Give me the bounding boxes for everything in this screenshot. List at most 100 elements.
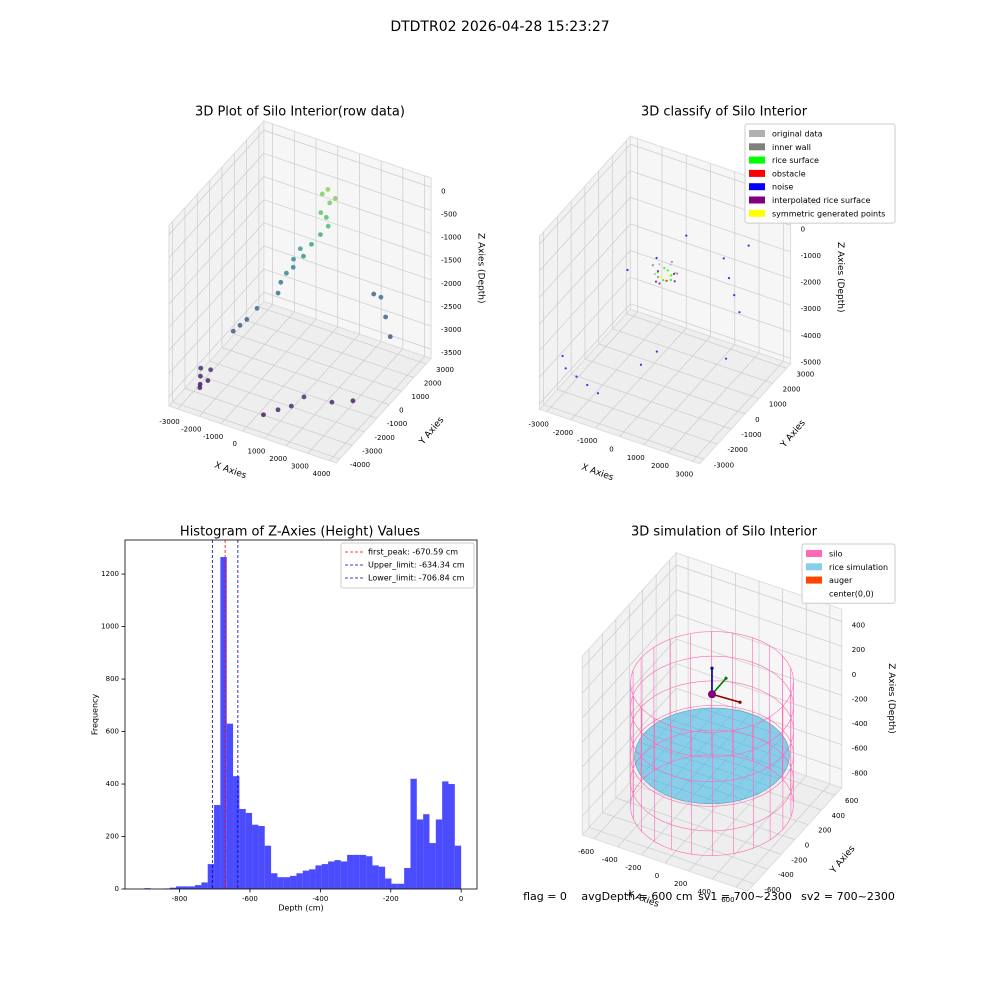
grid-line [263,153,432,211]
center-point [708,690,716,699]
y-tick-label: 0 [399,407,403,415]
grid-line [263,129,432,188]
y-tick-label: 800 [106,675,119,683]
point [237,322,243,328]
y-tick-label: -3000 [362,447,382,455]
bar [252,824,259,889]
x-tick-label: 600 [721,896,734,904]
grid-line [168,292,265,397]
point [275,407,281,413]
legend-swatch [749,209,765,217]
point [278,279,284,285]
plot-frame [124,539,478,890]
point [288,403,294,409]
grid-line [582,688,677,792]
grid-line [582,663,677,768]
grid-line [197,374,365,433]
point [626,268,629,272]
point [669,263,672,266]
legend-swatch [806,576,822,584]
z-tick-label: 200 [852,646,865,654]
y-tick-label: 1200 [101,570,119,578]
bar [290,875,297,889]
y-tick-label: 0 [805,842,809,850]
legend-swatch [749,196,765,204]
point [244,317,250,322]
point [651,264,654,267]
grid-line [630,197,791,253]
bar [245,812,253,889]
bar [207,864,215,889]
x-tick-label: 1000 [627,454,645,462]
point [656,269,660,273]
grid-line [598,343,759,399]
legend-swatch [806,563,822,571]
y-tick-label: 0 [755,416,759,424]
bar [176,886,183,889]
grid-line [209,360,377,419]
y-tick-label: 0 [115,885,119,893]
bar [334,860,341,889]
legend-label: original data [772,130,823,139]
grid-line [582,614,677,719]
grid-line [630,223,791,279]
grid-line [539,143,631,245]
x-tick-label: 3000 [291,462,309,470]
grid-line [539,223,631,325]
point [301,394,307,400]
grid-line [588,827,755,885]
legend-swatch [749,143,765,151]
bar [220,557,227,889]
grid-line [168,199,265,305]
grid-line [539,276,631,378]
y-tick-label: 400 [832,812,845,820]
bar [340,861,348,889]
point [261,412,266,418]
legend-box [744,123,896,224]
x-tick-label: -600 [578,848,594,856]
grid-line [263,245,432,304]
legend-label: first_peak: -670.59 cm [368,548,458,557]
z-tick-label: -500 [441,210,457,218]
bar [404,868,411,889]
x-tick-label: 2000 [651,462,669,470]
x-tick-label: -600 [242,895,258,903]
bar [321,864,329,889]
y-tick-label: 600 [106,728,119,736]
point [254,305,260,311]
x-tick-label: -400 [312,895,328,903]
point [660,275,663,278]
point [387,334,393,340]
y-tick-label: 3000 [796,370,814,378]
z-tick-label: -2000 [801,279,821,287]
point [666,269,669,272]
grid-line [539,170,631,272]
point [383,314,388,320]
bar [309,869,316,889]
point [325,187,331,192]
bar [233,776,240,889]
bar [226,723,234,889]
point [654,280,658,283]
z-tick-label: -2500 [441,303,461,311]
point [738,311,741,314]
z-axis-label: Z Axies (Depth) [476,233,486,304]
y-tick-label: -2000 [728,446,748,454]
point [332,195,338,201]
y-tick-label: 2000 [424,380,442,388]
x-tick-label: 0 [459,895,463,903]
point [673,280,676,283]
point [329,399,335,405]
point [275,290,281,296]
grid-line [263,222,432,281]
x-tick-label: -1000 [577,437,597,445]
footer-text: sv1 = 700~2300 [698,890,792,903]
y-tick-label: 1000 [411,393,429,401]
bar [435,819,443,889]
legend-label: symmetric generated points [772,209,885,218]
legend-label: rice simulation [829,563,888,572]
point [747,244,750,247]
legend-label: silo [829,550,843,559]
